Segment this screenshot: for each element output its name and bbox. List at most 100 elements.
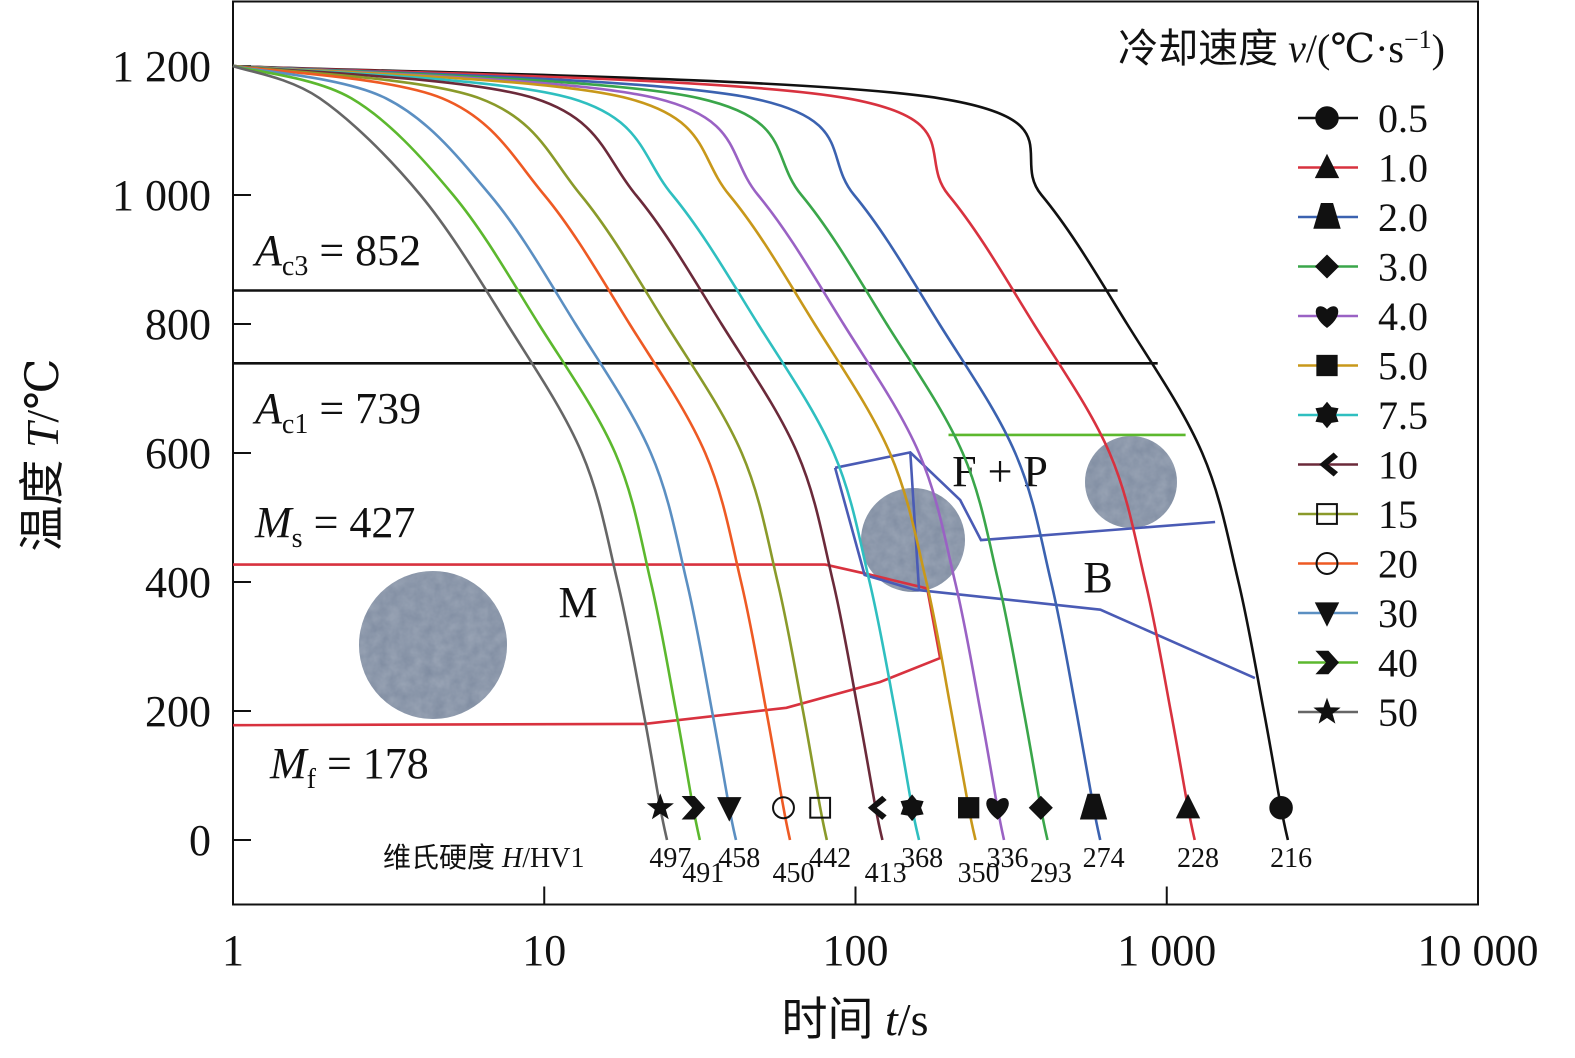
legend-marker — [1314, 254, 1340, 279]
phase-label: F + P — [952, 447, 1048, 496]
y-tick-label: 400 — [145, 558, 211, 607]
legend-marker — [1314, 602, 1340, 627]
hardness-label: 368 — [901, 843, 943, 874]
legend-title-part: v — [1288, 26, 1306, 71]
curve-marker — [900, 794, 924, 822]
cooling-curve — [232, 64, 1049, 841]
annotation-text: = 739 — [308, 384, 421, 433]
legend-marker — [1315, 106, 1339, 130]
micrograph-texture — [359, 571, 507, 719]
legend-title-part: 冷却速度 — [1118, 26, 1288, 71]
legend-marker — [1315, 650, 1340, 675]
x-tick-label: 1 000 — [1117, 926, 1216, 975]
annotation-sub: s — [292, 523, 303, 554]
legend-label: 1.0 — [1378, 146, 1428, 191]
curve-marker — [867, 795, 887, 820]
legend-label: 20 — [1378, 542, 1418, 587]
cooling-curve — [232, 64, 669, 841]
curve-marker — [809, 796, 832, 819]
phase-boundary — [833, 467, 1256, 680]
hardness-label: 413 — [865, 858, 907, 889]
annotation-sub: c1 — [282, 409, 308, 440]
annotation-sub: c3 — [282, 251, 308, 282]
x-tick-label: 10 000 — [1418, 926, 1539, 975]
legend-label: 40 — [1378, 641, 1418, 686]
legend-label: 3.0 — [1378, 245, 1428, 290]
curve-marker — [717, 797, 742, 822]
y-axis-label-part: 温度 — [17, 448, 68, 552]
annotation-text: = 178 — [316, 739, 429, 788]
legend-label: 0.5 — [1378, 96, 1428, 141]
annotation: Ms = 427 — [254, 498, 415, 554]
hardness-label: 350 — [958, 858, 1000, 889]
phase-boundary — [909, 452, 921, 590]
legend-label: 30 — [1378, 591, 1418, 636]
curve-marker — [986, 798, 1009, 820]
x-axis-label: 时间 t/s — [782, 994, 929, 1045]
cooling-curve — [232, 64, 1006, 841]
curve-marker — [1175, 793, 1201, 819]
annotation-text: = 852 — [308, 226, 421, 275]
x-tick-label: 1 — [222, 926, 244, 975]
y-tick-label: 600 — [145, 429, 211, 478]
legend-label: 5.0 — [1378, 344, 1428, 389]
hardness-title-part: H — [501, 843, 524, 874]
y-axis-label-part: /℃ — [17, 358, 68, 422]
hardness-label: 228 — [1177, 843, 1219, 874]
cooling-curve — [232, 64, 884, 841]
y-axis-label: 温度 T/℃ — [17, 358, 68, 551]
hardness-title-part: /HV1 — [522, 843, 584, 874]
y-tick-label: 1 200 — [112, 42, 211, 91]
x-tick-label: 10 — [522, 926, 566, 975]
cooling-curve — [232, 64, 977, 841]
hardness-label: 450 — [772, 858, 814, 889]
curve-marker — [958, 797, 980, 819]
cooling-curve — [232, 64, 738, 841]
legend-marker — [1314, 153, 1340, 179]
y-tick-label: 800 — [145, 300, 211, 349]
annotation-symbol: M — [269, 739, 309, 788]
legend-title-part: ) — [1432, 26, 1445, 71]
annotation-text: = 427 — [303, 498, 416, 547]
annotation: Ac1 = 739 — [252, 384, 421, 440]
legend-title-part: −1 — [1404, 25, 1432, 54]
micrograph-texture — [1085, 436, 1177, 528]
cooling-curve — [232, 64, 1290, 841]
legend-label: 7.5 — [1378, 393, 1428, 438]
hardness-label: 274 — [1083, 843, 1125, 874]
curve-marker — [772, 796, 795, 820]
hardness-label: 491 — [682, 858, 724, 889]
legend-title: 冷却速度 v/(℃·s−1) — [1118, 25, 1445, 72]
micrographs — [359, 436, 1177, 719]
legend-marker — [1319, 452, 1339, 477]
curve-marker — [1028, 795, 1053, 820]
cooling-curve — [232, 64, 829, 841]
annotation-symbol: A — [252, 226, 283, 275]
cooling-curve — [232, 64, 1102, 841]
cooling-curve — [232, 64, 702, 841]
hardness-label: 458 — [718, 843, 760, 874]
phase-boundary — [232, 563, 942, 727]
curve-marker — [646, 793, 674, 820]
curve-marker — [681, 796, 706, 820]
phase-boundary — [834, 450, 1216, 542]
x-axis-label-part: /s — [898, 994, 929, 1045]
hardness-label: 442 — [809, 843, 851, 874]
cooling-curve — [232, 64, 1196, 841]
legend-label: 10 — [1378, 443, 1418, 488]
y-axis-label-part: T — [17, 419, 68, 448]
legend-marker — [1315, 306, 1339, 328]
hardness-label: 293 — [1030, 858, 1072, 889]
annotation-symbol: M — [254, 498, 294, 547]
hardness-title-part: 维氏硬度 — [383, 842, 502, 874]
hardness-label: 336 — [987, 843, 1029, 874]
legend-label: 2.0 — [1378, 195, 1428, 240]
annotation: Mf = 178 — [269, 739, 429, 795]
y-tick-label: 200 — [145, 687, 211, 736]
hardness-title: 维氏硬度 H/HV1 — [383, 842, 584, 874]
hardness-label: 497 — [649, 843, 691, 874]
hardness-label: 216 — [1270, 843, 1312, 874]
annotation-symbol: A — [252, 384, 283, 433]
legend-marker — [1313, 203, 1341, 229]
